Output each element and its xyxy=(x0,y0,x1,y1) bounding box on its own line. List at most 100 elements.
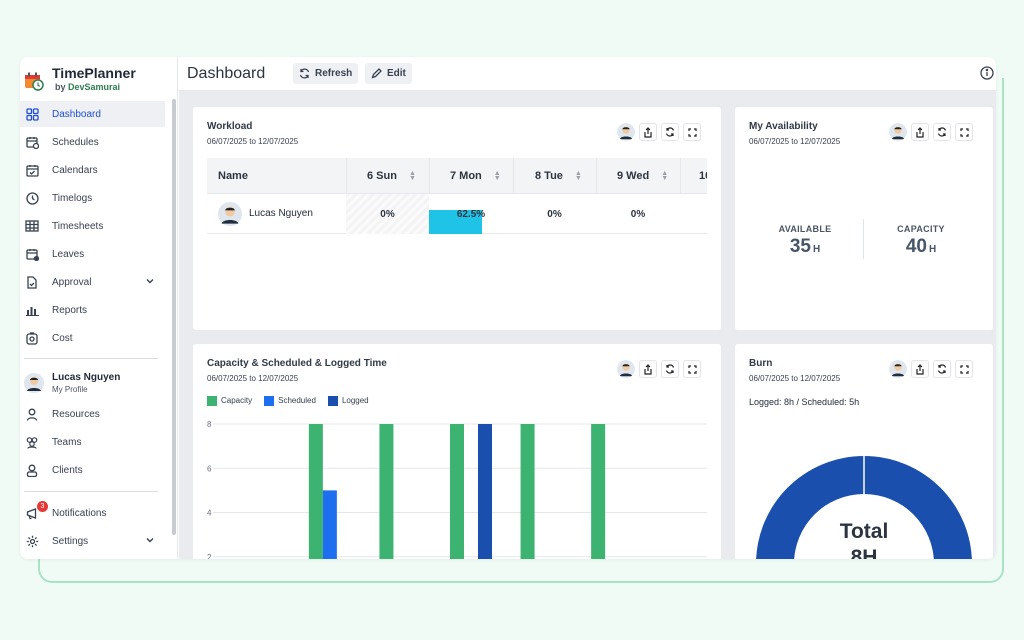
avatar xyxy=(218,202,242,226)
workload-cell[interactable]: 0% xyxy=(547,208,562,220)
unit: H xyxy=(928,244,937,255)
chevron-down-icon xyxy=(146,279,154,284)
sidebar-profile[interactable]: Lucas Nguyen My Profile xyxy=(24,371,164,399)
column-day[interactable]: 10 xyxy=(680,158,707,194)
sidebar-item-notifications[interactable]: Notifications xyxy=(20,500,165,526)
fullscreen-button[interactable] xyxy=(683,123,701,141)
stat-label: CAPACITY xyxy=(897,224,945,234)
fullscreen-button[interactable] xyxy=(955,360,973,378)
column-day[interactable]: 7 Mon ▲ ▼ xyxy=(429,158,513,194)
column-day[interactable]: 8 Tue ▲ ▼ xyxy=(513,158,596,194)
day-label: 8 Tue xyxy=(535,170,563,182)
legend-swatch xyxy=(327,396,338,406)
bar-capacity[interactable] xyxy=(450,424,464,559)
avatar[interactable] xyxy=(889,360,907,378)
edit-button[interactable]: Edit xyxy=(365,63,412,84)
fullscreen-button[interactable] xyxy=(683,360,701,378)
sort-icon: ▲ ▼ xyxy=(661,170,669,182)
refresh-panel-button[interactable] xyxy=(933,123,951,141)
chevron-down-icon xyxy=(146,538,154,543)
share-button[interactable] xyxy=(639,360,657,378)
sidebar: TimePlanner by DevSamurai Dashboard Sche… xyxy=(20,57,178,559)
sidebar-item-label: Timelogs xyxy=(52,192,93,204)
sidebar-item-label: Reports xyxy=(52,304,88,316)
column-day[interactable]: 9 Wed ▲ ▼ xyxy=(596,158,680,194)
sidebar-item-reports[interactable]: Reports xyxy=(20,297,165,323)
sidebar-item-settings[interactable]: Settings xyxy=(20,528,165,554)
refresh-icon xyxy=(937,127,947,137)
sidebar-scrollbar[interactable] xyxy=(172,99,176,535)
workload-fill-bar xyxy=(429,210,482,234)
workload-cell[interactable]: 0% xyxy=(630,208,646,220)
y-tick-label: 2 xyxy=(207,553,212,559)
sort-icon: ▲ ▼ xyxy=(408,170,416,182)
bar-scheduled[interactable] xyxy=(322,490,337,559)
avatar xyxy=(24,373,44,393)
legend-item[interactable]: Capacity xyxy=(207,396,252,406)
refresh-panel-button[interactable] xyxy=(661,123,679,141)
sidebar-item-leaves[interactable]: Leaves xyxy=(20,241,165,267)
sidebar-item-cost[interactable]: Cost xyxy=(20,325,165,351)
byline-prefix: by xyxy=(55,82,66,92)
avatar[interactable] xyxy=(889,123,907,141)
legend-item[interactable]: Logged xyxy=(327,396,369,406)
bar-capacity[interactable] xyxy=(520,424,535,559)
refresh-label: Refresh xyxy=(315,68,353,79)
day-label: 7 Mon xyxy=(450,170,482,182)
panel-toolbar xyxy=(889,123,973,141)
column-day[interactable]: 6 Sun ▲ ▼ xyxy=(346,158,429,194)
sidebar-item-calendars[interactable]: Calendars xyxy=(20,157,165,183)
bar-capacity[interactable] xyxy=(379,424,394,559)
pencil-icon xyxy=(371,68,382,79)
sidebar-item-clients[interactable]: Clients xyxy=(20,457,165,483)
donut-center-label: Total xyxy=(840,520,889,543)
expand-icon xyxy=(687,364,697,374)
bar-chart-icon xyxy=(25,303,39,317)
sidebar-item-label: Notifications xyxy=(52,507,107,519)
sidebar-item-timelogs[interactable]: Timelogs xyxy=(20,185,165,211)
bar-logged[interactable] xyxy=(478,424,492,559)
expand-icon xyxy=(959,364,969,374)
person-icon xyxy=(25,407,39,421)
refresh-panel-button[interactable] xyxy=(933,360,951,378)
avatar[interactable] xyxy=(617,123,635,141)
refresh-panel-button[interactable] xyxy=(661,360,679,378)
gear-icon xyxy=(25,534,39,548)
share-button[interactable] xyxy=(911,360,929,378)
panel-toolbar xyxy=(617,360,701,378)
workload-cell[interactable]: 0% xyxy=(346,194,429,234)
header: Dashboard Refresh Edit xyxy=(179,57,996,91)
sidebar-item-teams[interactable]: Teams xyxy=(20,429,165,455)
refresh-icon xyxy=(665,364,675,374)
dashboard-icon xyxy=(25,107,39,121)
share-icon xyxy=(644,363,652,375)
legend-label: Logged xyxy=(341,396,369,406)
sidebar-item-label: Calendars xyxy=(52,164,98,176)
bar-capacity[interactable] xyxy=(308,424,323,559)
workload-cell[interactable]: 62.5% xyxy=(429,194,513,234)
sidebar-item-schedules[interactable]: Schedules xyxy=(20,129,165,155)
column-name[interactable]: Name xyxy=(218,170,248,182)
info-icon[interactable] xyxy=(980,66,994,80)
share-button[interactable] xyxy=(639,123,657,141)
y-tick-label: 4 xyxy=(207,509,212,518)
bar-capacity[interactable] xyxy=(591,424,606,559)
sidebar-item-dashboard[interactable]: Dashboard xyxy=(20,101,165,127)
dashboard-grid: Workload 06/07/2025 to 12/07/2025 Name 6… xyxy=(179,91,996,559)
sidebar-item-label: Leaves xyxy=(52,248,85,260)
legend-item[interactable]: Scheduled xyxy=(264,396,316,406)
sidebar-item-label: Teams xyxy=(52,436,82,448)
sidebar-item-approval[interactable]: Approval xyxy=(20,269,165,295)
share-button[interactable] xyxy=(911,123,929,141)
profile-link[interactable]: My Profile xyxy=(52,385,88,394)
sidebar-item-resources[interactable]: Resources xyxy=(20,401,165,427)
app-logo-icon xyxy=(25,72,44,91)
sidebar-item-timesheets[interactable]: Timesheets xyxy=(20,213,165,239)
share-icon xyxy=(644,126,652,138)
panel-title: My Availability xyxy=(749,121,818,132)
capacity-stat: CAPACITY 40 H xyxy=(881,224,961,258)
panel-title: Workload xyxy=(207,121,253,132)
avatar[interactable] xyxy=(617,360,635,378)
refresh-button[interactable]: Refresh xyxy=(293,63,359,84)
fullscreen-button[interactable] xyxy=(955,123,973,141)
